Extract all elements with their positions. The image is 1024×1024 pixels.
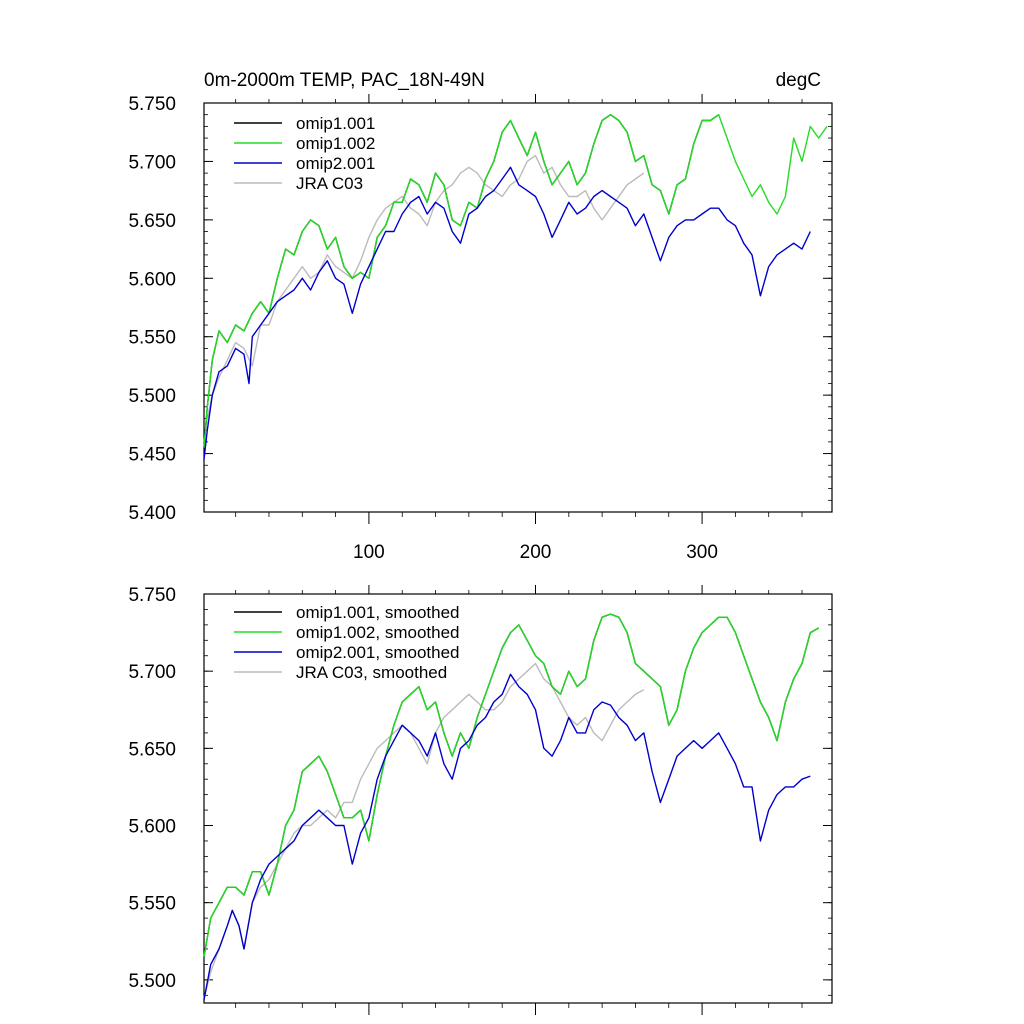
- y-tick-label: 5.550: [128, 328, 176, 349]
- chart-units: degC: [776, 70, 821, 91]
- plot-frame: [203, 102, 833, 513]
- legend-label: omip1.002: [296, 134, 375, 153]
- series-line-omip2_001: [203, 166, 811, 460]
- series-line-omip1_002: [203, 613, 820, 957]
- legend-label: omip1.001, smoothed: [296, 603, 460, 622]
- plot-frame: [203, 593, 833, 1004]
- series-line-omip1_002: [203, 114, 828, 448]
- y-tick-label: 5.450: [128, 445, 176, 466]
- x-tick-label: 100: [353, 542, 385, 563]
- y-tick-label: 5.750: [128, 585, 176, 606]
- bottom-panel: 5.750 5.700 5.650 5.600 5.550 5.500 omip1.001,…: [128, 585, 833, 1015]
- y-tick-label: 5.650: [128, 739, 176, 760]
- legend-label: omip1.002, smoothed: [296, 623, 460, 642]
- y-tick-label: 5.650: [128, 211, 176, 232]
- series-line-jra_c03: [203, 154, 645, 442]
- y-tick-label: 5.500: [128, 386, 176, 407]
- y-tick-label: 5.700: [128, 152, 176, 173]
- x-tick-label: 200: [520, 542, 552, 563]
- y-tick-label: 5.600: [128, 817, 176, 838]
- series-line-omip1_001: [203, 114, 720, 448]
- y-tick-label: 5.550: [128, 894, 176, 915]
- y-tick-label: 5.600: [128, 269, 176, 290]
- y-tick-label: 5.400: [128, 503, 176, 524]
- legend-label: JRA C03, smoothed: [296, 663, 447, 682]
- y-tick-label: 5.750: [128, 94, 176, 115]
- legend-label: omip2.001, smoothed: [296, 643, 460, 662]
- legend-label: omip2.001: [296, 154, 375, 173]
- top-panel: 5.750 5.700 5.650 5.600 5.550 5.500 5.450 5.400…: [128, 94, 833, 563]
- x-tick-label: 300: [686, 542, 718, 563]
- y-tick-label: 5.700: [128, 662, 176, 683]
- legend-label: omip1.001: [296, 114, 375, 133]
- y-tick-label: 5.500: [128, 971, 176, 992]
- legend-label: JRA C03: [296, 174, 363, 193]
- series-line-omip2_001: [203, 673, 811, 1001]
- chart-title: 0m-2000m TEMP, PAC_18N-49N: [204, 70, 485, 91]
- series-line-jra_c03: [203, 662, 645, 999]
